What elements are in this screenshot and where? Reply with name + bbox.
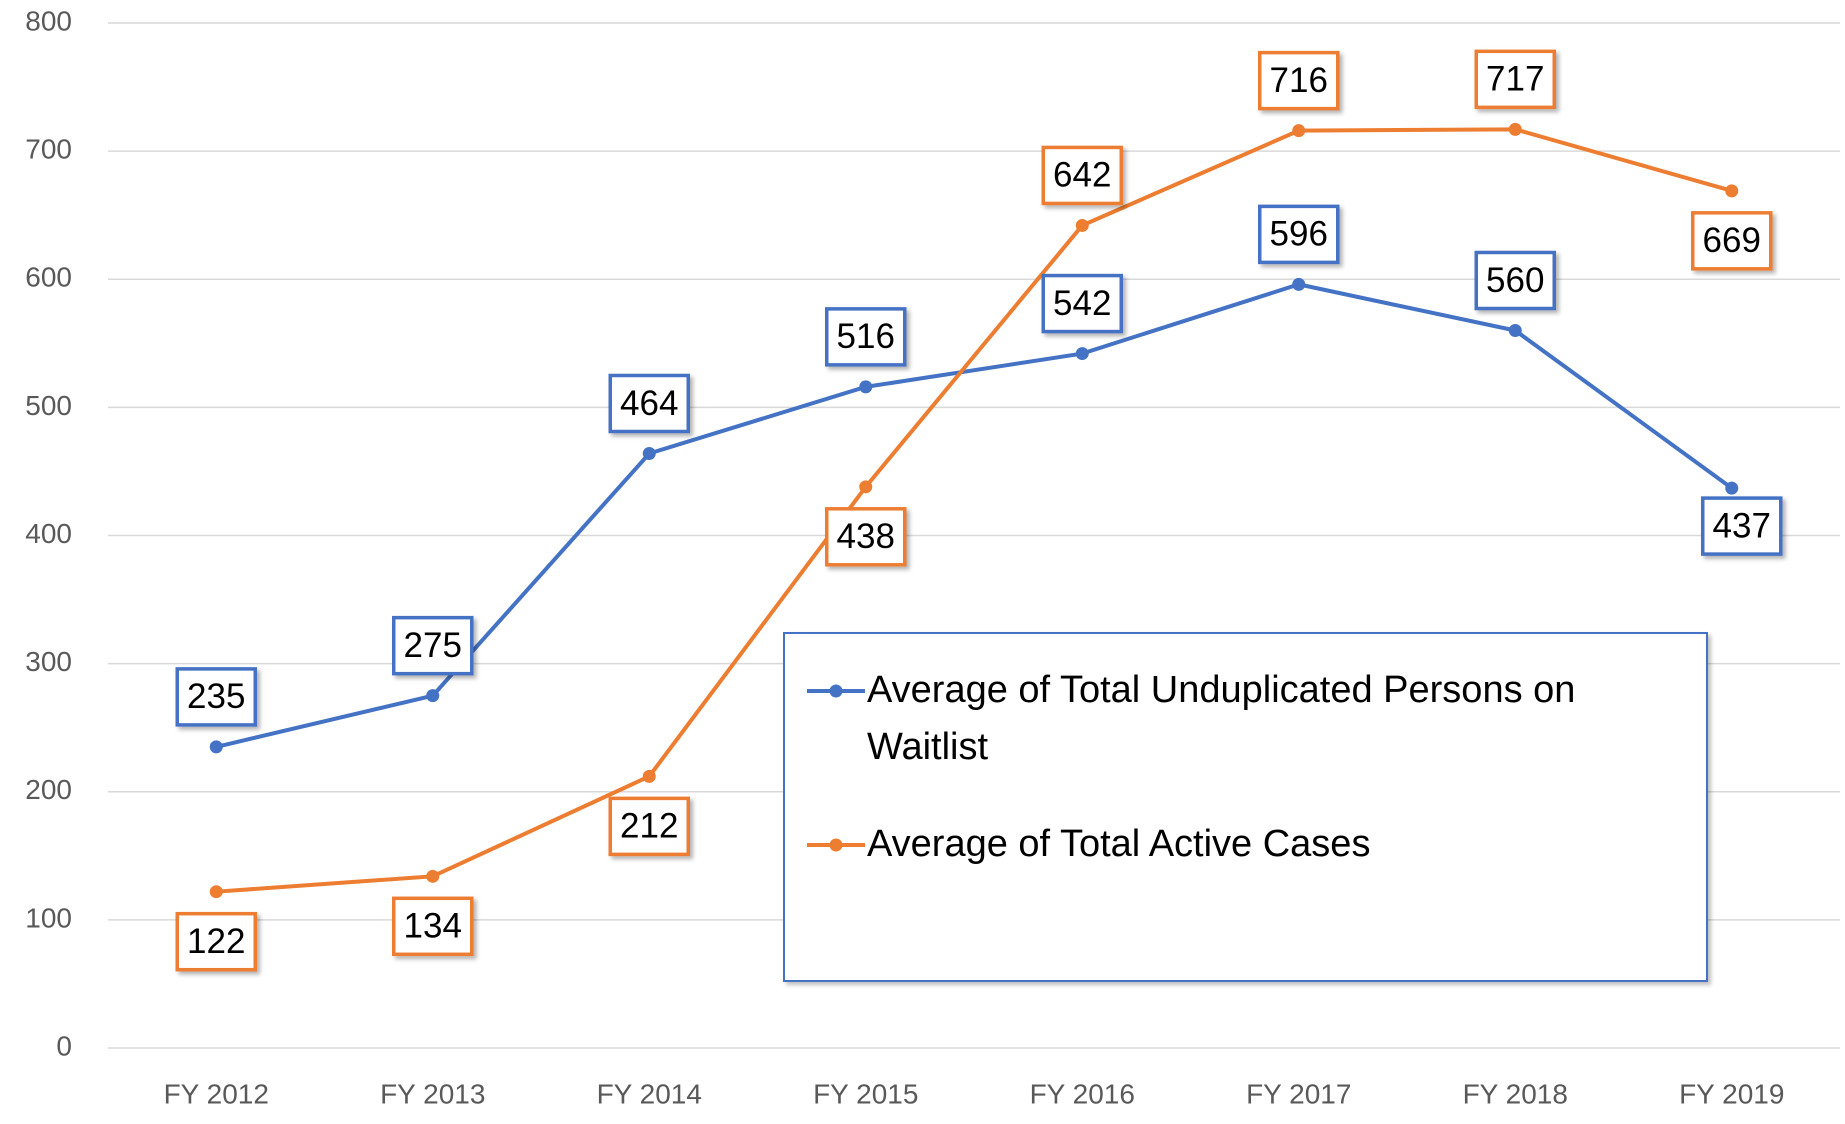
y-tick-label: 300 [25, 646, 72, 677]
data-label: 716 [1270, 61, 1328, 100]
legend-marker [829, 838, 843, 852]
data-point [209, 740, 223, 754]
y-tick-label: 100 [25, 902, 72, 933]
legend-item: Average of Total Unduplicated Persons on… [805, 662, 1686, 776]
data-label-box [1691, 211, 1773, 271]
legend: Average of Total Unduplicated Persons on… [783, 632, 1708, 982]
data-point [642, 447, 656, 460]
y-tick-label: 600 [25, 262, 72, 293]
data-label-box [175, 667, 257, 727]
data-point [1292, 277, 1306, 291]
data-label: 596 [1270, 215, 1328, 254]
data-label: 212 [620, 807, 678, 846]
data-label: 122 [187, 922, 245, 961]
data-label: 437 [1713, 506, 1771, 545]
legend-label: Average of Total Unduplicated Persons on… [867, 669, 1576, 768]
y-tick-label: 700 [25, 134, 72, 165]
data-label-box [608, 373, 690, 434]
data-point [1508, 122, 1522, 136]
series-line [216, 127, 1733, 894]
data-point [426, 689, 440, 703]
data-label-box [608, 796, 690, 857]
data-point [1075, 347, 1089, 361]
data-label: 717 [1486, 60, 1544, 99]
x-tick-label: FY 2017 [1246, 1078, 1351, 1109]
legend-item: Average of Total Active Cases [805, 816, 1686, 873]
data-label: 464 [620, 384, 678, 423]
y-tick-label: 500 [25, 390, 72, 421]
x-tick-label: FY 2014 [597, 1078, 702, 1109]
data-label-box [1041, 273, 1123, 334]
legend-swatch [807, 684, 865, 698]
data-label-box [392, 615, 474, 676]
x-tick-label: FY 2018 [1463, 1078, 1568, 1109]
data-label: 235 [187, 677, 245, 716]
data-label-box [392, 896, 474, 957]
data-point [1725, 481, 1739, 495]
y-tick-label: 200 [25, 774, 72, 805]
data-point [426, 869, 440, 883]
data-label: 134 [404, 907, 462, 946]
data-label: 560 [1486, 261, 1544, 300]
data-point [859, 380, 873, 394]
data-label-box [1258, 50, 1340, 111]
data-point [1508, 324, 1522, 337]
data-label-box [1701, 496, 1783, 556]
x-tick-label: FY 2019 [1679, 1078, 1784, 1109]
x-tick-label: FY 2016 [1030, 1078, 1135, 1109]
x-tick-label: FY 2013 [380, 1078, 485, 1109]
y-tick-label: 0 [56, 1030, 72, 1061]
data-label-box [825, 307, 907, 367]
data-point [1725, 184, 1739, 198]
legend-label: Average of Total Active Cases [867, 823, 1371, 865]
data-label: 275 [404, 626, 462, 665]
data-point [642, 769, 656, 783]
y-tick-label: 400 [25, 518, 72, 549]
x-tick-label: FY 2012 [164, 1078, 269, 1109]
data-label-box [175, 911, 257, 972]
data-label: 516 [837, 317, 895, 356]
data-label-box [1041, 145, 1123, 206]
x-tick-label: FY 2015 [813, 1078, 918, 1109]
data-label-box [1474, 250, 1556, 311]
data-label-box [1474, 49, 1556, 110]
legend-swatch [807, 838, 865, 852]
data-label-box [825, 507, 907, 567]
data-point [209, 885, 223, 899]
data-point [1075, 218, 1089, 232]
data-label: 669 [1703, 221, 1761, 260]
legend-marker [829, 684, 843, 698]
data-label: 542 [1053, 284, 1111, 323]
data-point [859, 480, 873, 494]
data-point [1292, 124, 1306, 138]
y-tick-label: 800 [25, 5, 72, 36]
data-label-box [1258, 204, 1340, 265]
data-label: 642 [1053, 156, 1111, 195]
data-label: 438 [837, 517, 895, 556]
